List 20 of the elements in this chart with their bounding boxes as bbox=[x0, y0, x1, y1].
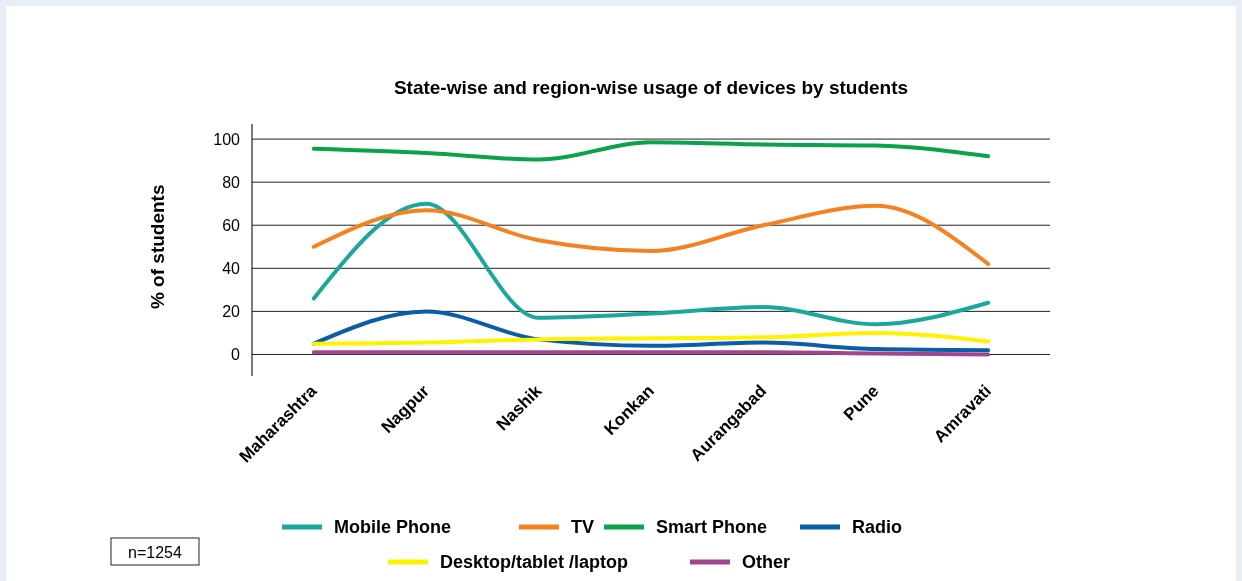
y-tick-label: 20 bbox=[222, 302, 241, 320]
legend-label: Smart Phone bbox=[656, 517, 768, 538]
y-tick-label: 80 bbox=[222, 173, 241, 191]
y-tick-label: 60 bbox=[222, 216, 241, 234]
y-axis-title: % of students bbox=[147, 184, 168, 310]
chart-title: State-wise and region-wise usage of devices by students bbox=[393, 77, 909, 98]
line-series bbox=[311, 203, 991, 266]
legend-label: Mobile Phone bbox=[334, 517, 451, 538]
legend-label: Other bbox=[742, 552, 791, 573]
y-tick-label: 100 bbox=[213, 130, 241, 148]
line-series bbox=[311, 201, 991, 327]
line-series bbox=[311, 140, 991, 162]
y-tick-label: 40 bbox=[222, 259, 241, 277]
line-series bbox=[311, 309, 991, 353]
legend-label: Radio bbox=[852, 517, 903, 538]
text: n=1254 bbox=[128, 543, 183, 561]
line-series bbox=[311, 330, 991, 346]
legend-label: Desktop/tablet /laptop bbox=[440, 552, 629, 573]
legend-label: TV bbox=[571, 517, 595, 538]
y-tick-label: 0 bbox=[231, 346, 241, 364]
